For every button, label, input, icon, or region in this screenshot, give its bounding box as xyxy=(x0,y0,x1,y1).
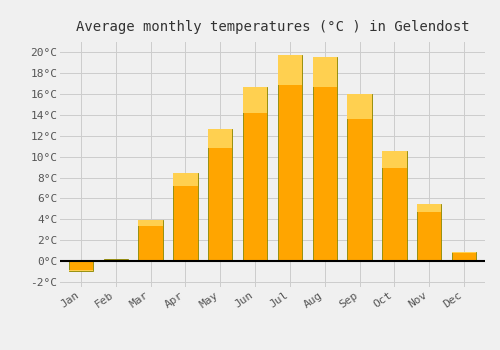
Bar xyxy=(173,173,198,187)
Bar xyxy=(382,152,406,168)
Bar xyxy=(452,252,476,261)
Bar xyxy=(173,173,198,261)
Bar xyxy=(243,87,268,113)
Bar xyxy=(348,94,372,261)
Bar xyxy=(68,261,93,271)
Bar xyxy=(312,57,337,87)
Bar xyxy=(68,270,93,271)
Bar xyxy=(382,152,406,261)
Bar xyxy=(138,220,163,226)
Title: Average monthly temperatures (°C ) in Gelendost: Average monthly temperatures (°C ) in Ge… xyxy=(76,20,469,34)
Bar xyxy=(417,204,442,261)
Bar xyxy=(208,128,233,148)
Bar xyxy=(138,220,163,261)
Bar xyxy=(417,204,442,212)
Bar xyxy=(243,87,268,261)
Bar xyxy=(452,252,476,253)
Bar xyxy=(312,57,337,261)
Bar xyxy=(208,128,233,261)
Bar xyxy=(278,55,302,85)
Bar xyxy=(348,94,372,119)
Bar xyxy=(104,259,128,261)
Bar xyxy=(278,55,302,261)
